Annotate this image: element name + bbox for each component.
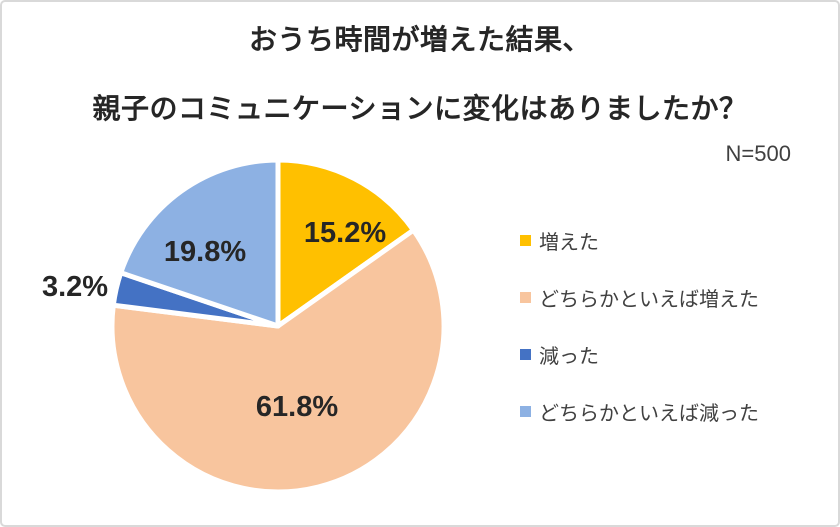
pie-slice-1 [109,227,447,495]
legend-item-label: どちらかといえば増えた [539,288,759,311]
pie-slice-3 [118,157,281,329]
pie-value-label-1: 61.8% [256,391,338,423]
pie-slice-0 [275,157,417,329]
legend-item-label: どちらかといえば減った [539,402,759,425]
pie-value-label-3: 19.8% [164,236,246,268]
legend-swatch-icon [520,291,531,303]
sample-size-label: N=500 [725,141,791,166]
legend-item-label: 減った [539,345,599,368]
chart-title: おうち時間が増えた結果、 親子のコミュニケーションに変化はありましたか？ [2,16,838,127]
legend-item: どちらかといえば増えた [520,286,759,311]
chart-title-line2: 親子のコミュニケーションに変化はありましたか？ [92,93,748,124]
legend: 増えたどちらかといえば増えた 減ったどちらかといえば減った [520,229,759,425]
legend-swatch-icon [520,234,531,246]
legend-item: 増えた [520,229,759,254]
legend-item: どちらかといえば減った [520,400,759,425]
pie-value-label-0: 15.2% [304,217,386,249]
legend-swatch-icon [520,348,531,360]
legend-item-label: 増えた [539,231,599,254]
chart-title-line1: おうち時間が増えた結果、 [248,24,591,55]
legend-item: 減った [520,343,759,368]
legend-swatch-icon [520,405,531,417]
pie-value-label-2: 3.2% [42,271,108,303]
